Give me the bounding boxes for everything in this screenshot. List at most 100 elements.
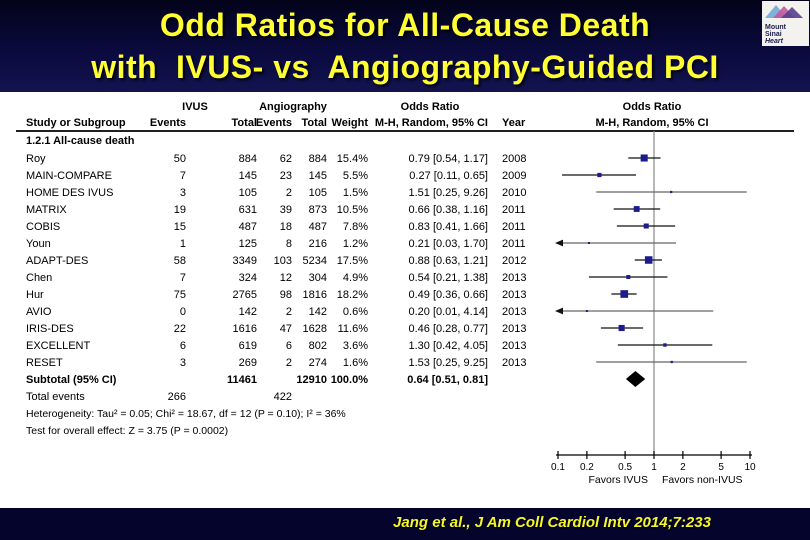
or-marker [618, 324, 625, 332]
ivus-events-value: 75 [174, 289, 186, 301]
angio-total-value: 274 [309, 357, 327, 369]
ivus-events-value: 22 [174, 323, 186, 335]
weight-value: 10.5% [337, 204, 368, 216]
or-marker [633, 206, 640, 212]
or-marker [663, 343, 667, 347]
col-header-mh-ci: M-H, Random, 95% CI [375, 117, 488, 129]
weight-value: 7.8% [343, 221, 368, 233]
angio-total-value: 5234 [303, 255, 327, 267]
angio-events-value: 8 [286, 238, 292, 250]
ivus-total-value: 619 [239, 340, 257, 352]
or-ci-value: 0.20 [0.01, 4.14] [408, 306, 488, 318]
ivus-events-value: 19 [174, 204, 186, 216]
angio-events-value: 12 [280, 272, 292, 284]
subtotal-weight: 100.0% [331, 374, 369, 386]
ivus-events-value: 3 [180, 187, 186, 199]
weight-value: 1.6% [343, 357, 368, 369]
or-marker [620, 290, 629, 298]
subtotal-ivus-total: 11461 [227, 374, 257, 386]
weight-value: 17.5% [337, 255, 368, 267]
forest-plot: IVUS Angiography Odds Ratio Odds Ratio Study… [16, 101, 794, 486]
or-marker [643, 223, 649, 229]
or-ci-value: 0.83 [0.41, 1.66] [408, 221, 488, 233]
or-marker [585, 310, 588, 312]
weight-value: 15.4% [337, 153, 368, 165]
or-marker [644, 256, 653, 264]
or-marker [670, 360, 673, 364]
angio-total-value: 1816 [303, 289, 327, 301]
or-marker [597, 172, 602, 178]
total-events-label: Total events [26, 391, 85, 403]
ci-arrow-left [555, 239, 563, 247]
ivus-total-value: 125 [239, 238, 257, 250]
logo-text-heart: Heart [765, 38, 783, 45]
plot-header-odds-ratio: Odds Ratio [623, 101, 682, 113]
col-header-ivus-events: Events [150, 117, 186, 129]
year-value: 2013 [502, 289, 526, 301]
or-marker [587, 242, 590, 244]
col-header-angio-total: Total [302, 117, 327, 129]
year-value: 2008 [502, 153, 526, 165]
axis-tick-label: 0.2 [580, 462, 594, 473]
study-name: RESET [26, 357, 63, 369]
study-name: Roy [26, 153, 46, 165]
angio-events-value: 62 [280, 153, 292, 165]
angio-events-value: 2 [286, 187, 292, 199]
axis-tick-label: 0.5 [618, 462, 632, 473]
col-header-angio-events: Events [256, 117, 292, 129]
angio-total-value: 304 [309, 272, 327, 284]
or-ci-value: 0.79 [0.54, 1.17] [408, 153, 488, 165]
section-label: 1.2.1 All-cause death [26, 135, 135, 147]
heterogeneity-text: Heterogeneity: Tau² = 0.05; Chi² = 18.67… [26, 408, 346, 420]
study-name: COBIS [26, 221, 60, 233]
angio-total-value: 216 [309, 238, 327, 250]
angio-events-value: 2 [286, 357, 292, 369]
overall-effect-text: Test for overall effect: Z = 3.75 (P = 0… [26, 425, 228, 437]
weight-value: 1.2% [343, 238, 368, 250]
weight-value: 5.5% [343, 170, 368, 182]
axis-tick-label: 5 [718, 462, 724, 473]
ivus-total-value: 884 [239, 153, 257, 165]
total-events-ivus: 266 [168, 391, 186, 403]
angio-total-value: 145 [309, 170, 327, 182]
or-marker [640, 154, 648, 162]
angio-events-value: 18 [280, 221, 292, 233]
weight-value: 1.5% [343, 187, 368, 199]
or-ci-value: 0.27 [0.11, 0.65] [409, 170, 488, 182]
ivus-events-value: 3 [180, 357, 186, 369]
col-group-ivus: IVUS [182, 101, 208, 113]
angio-events-value: 39 [280, 204, 292, 216]
angio-events-value: 98 [280, 289, 292, 301]
or-marker [670, 190, 673, 194]
col-group-odds-ratio: Odds Ratio [401, 101, 460, 113]
or-ci-value: 0.49 [0.36, 0.66] [408, 289, 488, 301]
year-value: 2013 [502, 340, 526, 352]
year-value: 2013 [502, 323, 526, 335]
axis-tick-label: 10 [744, 462, 756, 473]
ivus-events-value: 58 [174, 255, 186, 267]
study-name: EXCELLENT [26, 340, 90, 352]
angio-events-value: 2 [286, 306, 292, 318]
angio-events-value: 103 [274, 255, 292, 267]
subtotal-angio-total: 12910 [296, 374, 327, 386]
angio-events-value: 6 [286, 340, 292, 352]
year-value: 2011 [502, 238, 526, 250]
angio-total-value: 105 [309, 187, 327, 199]
or-ci-value: 1.53 [0.25, 9.25] [408, 357, 488, 369]
ivus-events-value: 0 [180, 306, 186, 318]
ivus-total-value: 1616 [233, 323, 257, 335]
study-name: Chen [26, 272, 52, 284]
angio-total-value: 487 [309, 221, 327, 233]
year-value: 2013 [502, 306, 526, 318]
weight-value: 11.6% [338, 323, 369, 335]
ivus-total-value: 142 [239, 306, 257, 318]
col-header-year: Year [502, 117, 526, 129]
year-value: 2013 [502, 272, 526, 284]
ivus-total-value: 269 [239, 357, 257, 369]
year-value: 2010 [502, 187, 526, 199]
angio-total-value: 802 [309, 340, 327, 352]
favors-non-ivus-label: Favors non-IVUS [662, 474, 743, 486]
ci-arrow-left [555, 307, 563, 315]
col-header-study: Study or Subgroup [26, 117, 126, 129]
study-name: HOME DES IVUS [26, 187, 113, 199]
